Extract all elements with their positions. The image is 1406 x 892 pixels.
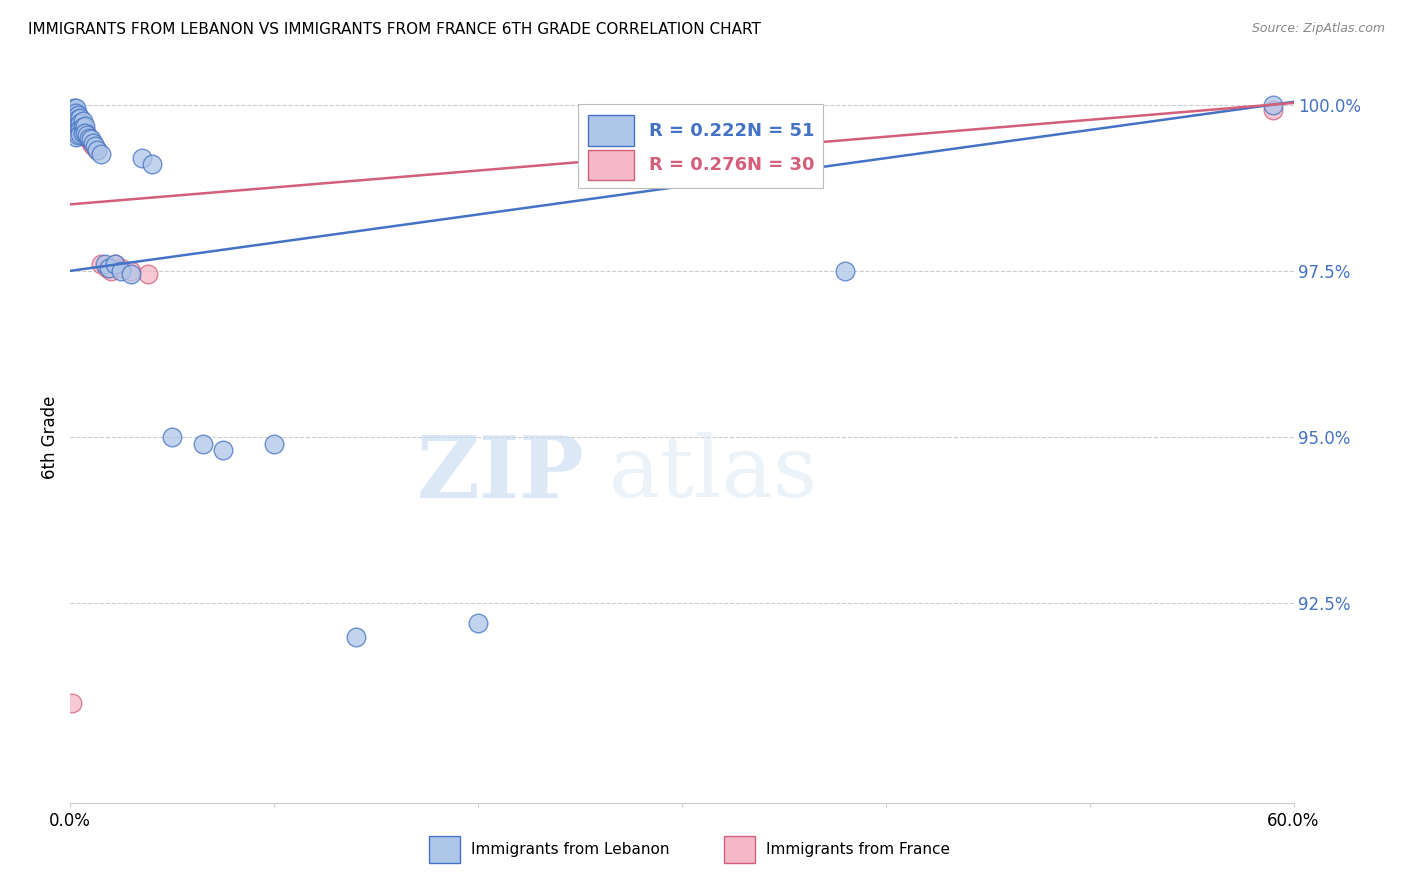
Point xyxy=(77,132,100,146)
Point xyxy=(96,260,118,275)
Point xyxy=(73,119,96,133)
Point xyxy=(65,112,87,127)
Point xyxy=(73,126,96,140)
Text: N = 30: N = 30 xyxy=(747,156,814,174)
Point xyxy=(76,128,98,142)
Point xyxy=(104,257,127,271)
Point xyxy=(65,110,87,124)
Point xyxy=(63,110,86,124)
FancyBboxPatch shape xyxy=(578,104,823,188)
Point xyxy=(67,123,90,137)
Point xyxy=(82,138,104,153)
Point xyxy=(98,260,121,275)
Text: IMMIGRANTS FROM LEBANON VS IMMIGRANTS FROM FRANCE 6TH GRADE CORRELATION CHART: IMMIGRANTS FROM LEBANON VS IMMIGRANTS FR… xyxy=(28,22,761,37)
Point xyxy=(67,118,90,132)
Y-axis label: 6th Grade: 6th Grade xyxy=(41,395,59,479)
Point xyxy=(110,260,132,275)
Point xyxy=(67,121,90,136)
Point xyxy=(60,111,83,125)
Point xyxy=(191,436,214,450)
Point xyxy=(69,120,91,135)
Point xyxy=(65,129,87,144)
FancyBboxPatch shape xyxy=(588,115,634,146)
Text: R = 0.276: R = 0.276 xyxy=(650,156,747,174)
Point xyxy=(141,157,163,171)
Text: Immigrants from Lebanon: Immigrants from Lebanon xyxy=(471,842,669,856)
Point xyxy=(90,147,112,161)
Point xyxy=(72,126,94,140)
Text: atlas: atlas xyxy=(609,432,818,516)
Point xyxy=(72,114,94,128)
Point xyxy=(60,103,83,117)
Point xyxy=(73,129,96,144)
Point xyxy=(100,264,122,278)
Point xyxy=(69,111,91,125)
Text: Source: ZipAtlas.com: Source: ZipAtlas.com xyxy=(1251,22,1385,36)
Point xyxy=(72,119,94,133)
Point xyxy=(69,127,91,141)
Point xyxy=(72,126,94,140)
Point xyxy=(121,267,143,281)
Point xyxy=(60,104,83,119)
Point xyxy=(94,257,117,271)
Point xyxy=(69,116,91,130)
Point xyxy=(79,132,103,146)
Point xyxy=(212,443,235,458)
Point xyxy=(86,143,108,157)
Point xyxy=(69,121,91,136)
Point xyxy=(65,107,87,121)
Point xyxy=(121,264,143,278)
Point xyxy=(344,630,367,644)
Point xyxy=(67,116,90,130)
Point xyxy=(72,120,94,134)
Point xyxy=(60,107,83,121)
Point xyxy=(60,696,83,710)
Point xyxy=(90,257,112,271)
Point xyxy=(82,136,104,151)
Point xyxy=(1261,103,1284,117)
Point xyxy=(834,264,856,278)
Point xyxy=(79,136,103,151)
Point xyxy=(63,105,86,120)
Point xyxy=(263,436,285,450)
Point xyxy=(63,114,86,128)
Point xyxy=(110,264,132,278)
Point xyxy=(136,267,159,281)
Point xyxy=(67,107,90,121)
Point xyxy=(104,257,127,271)
Point xyxy=(76,128,98,142)
Point xyxy=(63,114,86,128)
Text: Immigrants from France: Immigrants from France xyxy=(766,842,950,856)
Point xyxy=(69,114,91,128)
Point xyxy=(65,101,87,115)
Point xyxy=(63,118,86,132)
Point xyxy=(65,118,87,132)
Point xyxy=(162,430,183,444)
Point xyxy=(1261,97,1284,112)
Point xyxy=(65,124,87,138)
Point xyxy=(131,151,153,165)
Point xyxy=(83,138,105,153)
Point xyxy=(67,128,90,142)
Point xyxy=(467,616,489,631)
Point xyxy=(63,105,86,120)
Point xyxy=(73,123,96,137)
Point xyxy=(65,114,87,128)
Text: N = 51: N = 51 xyxy=(747,121,814,140)
Point xyxy=(65,119,87,133)
Point xyxy=(63,101,86,115)
FancyBboxPatch shape xyxy=(588,150,634,180)
Point xyxy=(67,112,90,127)
Point xyxy=(65,105,87,120)
Point xyxy=(63,110,86,124)
Text: ZIP: ZIP xyxy=(416,432,583,516)
Point xyxy=(86,143,108,157)
Point xyxy=(77,131,100,145)
Text: R = 0.222: R = 0.222 xyxy=(650,121,747,140)
Point xyxy=(67,111,90,125)
